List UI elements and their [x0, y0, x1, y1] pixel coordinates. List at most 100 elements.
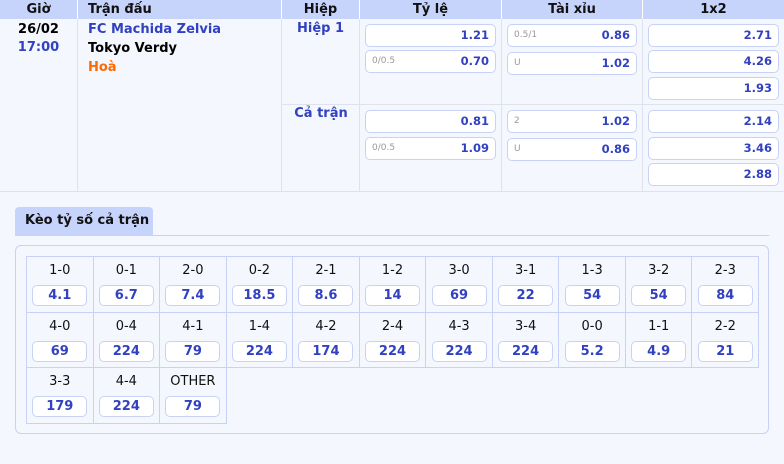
score-cell: 1-1 4.9: [624, 311, 693, 368]
score-odds-button[interactable]: 69: [431, 285, 487, 306]
score-odds-button[interactable]: 224: [98, 396, 154, 417]
score-odds-button[interactable]: 79: [165, 396, 221, 417]
score-odds-button[interactable]: 8.6: [298, 285, 354, 306]
score-label: 4-3: [448, 318, 470, 334]
score-cell: 4-0 69: [26, 311, 94, 368]
header-handicap: Tỷ lệ: [360, 0, 502, 19]
overunder-line: 0.5/1: [514, 30, 538, 40]
score-cell: 0-1 6.7: [92, 256, 161, 313]
score-cell: 4-4 224: [92, 367, 161, 424]
score-odds-button[interactable]: 5.2: [564, 340, 620, 362]
odds-value: 1.02: [601, 114, 630, 128]
overunder-odds[interactable]: U 0.86: [507, 138, 637, 161]
home-team[interactable]: FC Machida Zelvia: [88, 22, 222, 37]
match-date: 26/02: [18, 22, 59, 37]
score-odds-button[interactable]: 84: [697, 285, 753, 306]
score-odds-button[interactable]: 224: [98, 340, 154, 362]
score-label: 3-3: [49, 374, 71, 389]
odds-value: 0.86: [601, 28, 630, 42]
score-label: 3-4: [514, 318, 537, 334]
score-cell: 3-0 69: [425, 256, 493, 313]
1x2-odds[interactable]: 2.14: [648, 110, 779, 133]
odds-value: 3.46: [743, 141, 772, 155]
1x2-odds[interactable]: 4.26: [648, 50, 779, 73]
handicap-odds[interactable]: 1.21: [365, 24, 496, 47]
draw-label: Hoà: [88, 60, 117, 75]
score-cell: 0-0 5.2: [558, 311, 626, 368]
score-label: 2-2: [714, 318, 736, 334]
overunder-odds[interactable]: 0.5/1 0.86: [507, 24, 637, 47]
match-cell: FC Machida Zelvia Tokyo Verdy Hoà: [78, 19, 282, 191]
score-odds-button[interactable]: 79: [165, 340, 221, 362]
score-label: 4-1: [182, 318, 204, 334]
score-cell: 1-2 14: [358, 256, 427, 313]
odds-value: 2.71: [743, 28, 772, 42]
score-cell: 3-4 224: [491, 311, 560, 368]
tab-correct-score[interactable]: Kèo tỷ số cả trận: [15, 207, 153, 236]
score-cell: 2-3 84: [691, 256, 760, 313]
header-period: Hiệp: [282, 0, 360, 19]
score-odds-button[interactable]: 7.4: [165, 285, 221, 306]
score-label: 3-0: [448, 263, 470, 278]
score-odds-button[interactable]: 21: [697, 340, 753, 362]
handicap-odds[interactable]: 0.81: [365, 110, 496, 133]
score-label: 2-1: [315, 263, 337, 278]
table-bottom: [0, 191, 784, 192]
score-cell: 4-1 79: [159, 311, 227, 368]
match-time: 17:00: [17, 40, 60, 55]
header-time: Giờ: [0, 0, 78, 19]
score-odds-button[interactable]: 224: [431, 340, 487, 362]
odds-value: 2.88: [743, 167, 772, 181]
tab-divider: [15, 235, 769, 236]
score-odds-button[interactable]: 179: [32, 396, 88, 417]
handicap-odds[interactable]: 0/0.5 0.70: [365, 50, 496, 73]
score-label: 4-0: [49, 318, 71, 334]
score-odds-button[interactable]: 54: [564, 285, 620, 306]
score-cell: 3-3 179: [26, 367, 94, 424]
score-odds-button[interactable]: 22: [498, 285, 554, 306]
score-cell: 0-2 18.5: [225, 256, 294, 313]
1x2-odds[interactable]: 3.46: [648, 137, 779, 160]
correct-score-panel: [15, 245, 769, 434]
score-odds-button[interactable]: 18.5: [231, 285, 287, 306]
score-cell: 1-4 224: [225, 311, 294, 368]
1x2-odds[interactable]: 2.88: [648, 163, 779, 186]
score-odds-button[interactable]: 6.7: [98, 285, 154, 306]
score-cell: 3-2 54: [624, 256, 693, 313]
odds-value: 1.93: [743, 81, 772, 95]
score-cell: 0-4 224: [92, 311, 161, 368]
overunder-odds[interactable]: U 1.02: [507, 52, 637, 75]
handicap-odds[interactable]: 0/0.5 1.09: [365, 137, 496, 160]
score-odds-button[interactable]: 69: [32, 340, 88, 362]
score-cell: 2-4 224: [358, 311, 427, 368]
score-odds-button[interactable]: 174: [298, 340, 354, 362]
period-label: Hiệp 1: [296, 21, 345, 36]
score-odds-button[interactable]: 4.9: [631, 340, 687, 362]
1x2-odds[interactable]: 1.93: [648, 77, 779, 100]
score-label: 2-0: [182, 263, 204, 278]
1x2-odds[interactable]: 2.71: [648, 24, 779, 47]
overunder-col: [502, 19, 643, 191]
score-odds-button[interactable]: 4.1: [32, 285, 88, 306]
time-cell: 26/02 17:00: [0, 19, 78, 191]
header-match: Trận đấu: [78, 0, 282, 19]
score-label: 2-3: [714, 263, 736, 278]
away-team[interactable]: Tokyo Verdy: [88, 41, 178, 56]
score-cell: 2-2 21: [691, 311, 760, 368]
odds-value: 1.02: [601, 56, 630, 70]
score-label: 1-1: [648, 318, 670, 334]
score-odds-button[interactable]: 224: [498, 340, 554, 362]
score-label: 0-2: [248, 263, 271, 278]
odds-value: 0.86: [601, 142, 630, 156]
score-odds-button[interactable]: 54: [631, 285, 687, 306]
score-cell: 2-0 7.4: [159, 256, 227, 313]
score-label: 4-2: [315, 318, 337, 334]
score-odds-button[interactable]: 14: [365, 285, 420, 306]
score-odds-button[interactable]: 224: [231, 340, 287, 362]
score-label: 4-4: [115, 374, 137, 389]
score-odds-button[interactable]: 224: [365, 340, 420, 362]
overunder-odds[interactable]: 2 1.02: [507, 110, 637, 133]
overunder-line: 2: [514, 116, 520, 126]
score-cell: 4-3 224: [425, 311, 493, 368]
score-cell: 1-3 54: [558, 256, 626, 313]
